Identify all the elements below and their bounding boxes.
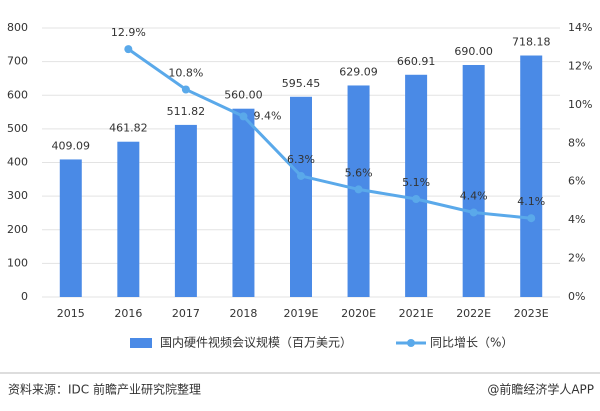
y2-tick-label: 4%	[568, 213, 585, 226]
bar	[520, 55, 543, 297]
y2-tick-label: 10%	[568, 98, 592, 111]
x-tick-label: 2018	[229, 307, 257, 320]
bar	[290, 96, 312, 297]
x-tick-label: 2017	[172, 307, 200, 320]
data-label: 690.00	[454, 45, 493, 58]
data-label: 5.1%	[402, 176, 430, 189]
line-point	[124, 45, 133, 54]
y2-tick-label: 8%	[568, 136, 585, 149]
y2-tick-label: 12%	[568, 59, 592, 72]
y-tick-label: 100	[7, 256, 28, 269]
y-tick-label: 600	[7, 88, 28, 101]
x-tick-label: 2023E	[514, 307, 549, 320]
y-tick-label: 200	[7, 223, 28, 236]
data-label: 660.91	[397, 55, 436, 68]
data-label: 718.18	[512, 36, 551, 49]
x-tick-label: 2015	[57, 307, 85, 320]
x-tick-label: 2021E	[399, 307, 434, 320]
bar	[174, 124, 197, 297]
legend-swatch	[130, 338, 152, 348]
data-label: 629.09	[339, 65, 378, 78]
data-label: 461.82	[109, 122, 148, 135]
line-point	[412, 195, 421, 204]
x-tick-label: 2019E	[284, 307, 319, 320]
bar	[232, 108, 255, 297]
y-tick-label: 800	[7, 21, 28, 34]
line-point	[297, 171, 305, 180]
y-tick-label: 700	[7, 55, 28, 68]
data-label: 560.00	[224, 89, 263, 102]
line-point	[354, 185, 363, 194]
y-tick-label: 400	[7, 156, 28, 169]
bar	[117, 141, 140, 297]
line	[127, 47, 532, 220]
y2-tick-label: 2%	[568, 252, 585, 265]
x-tick-label: 2016	[114, 307, 142, 320]
legend-label: 同比增长（%）	[430, 336, 513, 350]
credit: @前瞻经济学人APP	[487, 382, 594, 397]
data-label: 9.4%	[253, 109, 281, 122]
line-point	[181, 85, 190, 94]
data-label: 511.82	[167, 105, 206, 118]
bar	[59, 159, 82, 297]
line-point	[527, 214, 536, 223]
y-tick-label: 0	[21, 290, 28, 303]
y-tick-label: 300	[7, 189, 28, 202]
line-point	[469, 208, 478, 217]
x-tick-label: 2022E	[456, 307, 491, 320]
bar	[462, 64, 485, 297]
legend-label: 国内硬件视频会议规模（百万美元）	[160, 335, 352, 350]
bar	[405, 74, 428, 297]
data-label: 5.6%	[345, 166, 373, 179]
data-label: 12.9%	[111, 26, 146, 39]
data-label: 4.1%	[517, 195, 545, 208]
line-point	[239, 112, 248, 121]
y2-tick-label: 0%	[568, 290, 585, 303]
data-label: 4.4%	[460, 189, 488, 202]
y2-tick-label: 6%	[568, 175, 585, 188]
data-label: 10.8%	[168, 66, 203, 79]
source: 资料来源：IDC 前瞻产业研究院整理	[8, 382, 201, 397]
y-tick-label: 500	[7, 122, 28, 135]
x-tick-label: 2020E	[341, 307, 376, 320]
data-label: 595.45	[282, 77, 321, 90]
y2-tick-label: 14%	[568, 21, 592, 34]
data-label: 409.09	[52, 139, 91, 152]
legend-swatch	[407, 339, 415, 347]
data-label: 6.3%	[287, 153, 315, 166]
